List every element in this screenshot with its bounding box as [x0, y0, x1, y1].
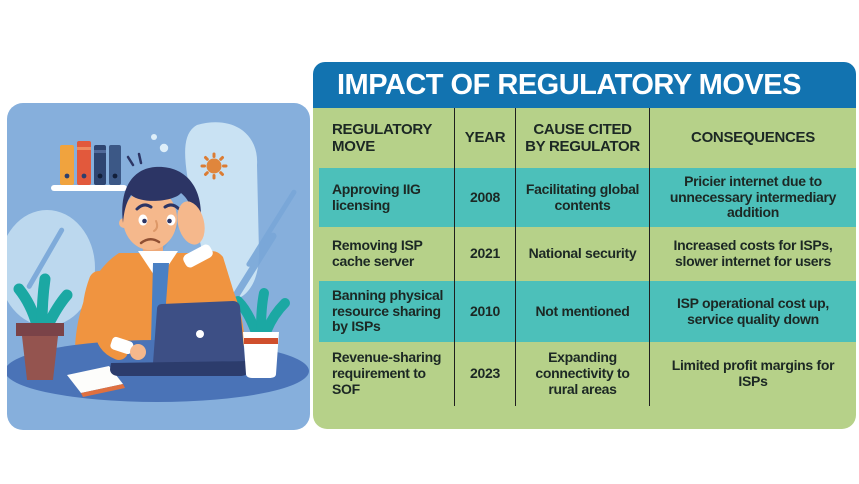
cell-move: Removing ISP cache server — [319, 227, 455, 281]
cell-year: 2010 — [455, 281, 516, 342]
table-title-banner: IMPACT OF REGULATORY MOVES — [313, 62, 856, 108]
cell-cause: Expanding connectivity to rural areas — [516, 342, 650, 406]
regulatory-table: REGULATORY MOVE YEAR CAUSE CITED BY REGU… — [313, 108, 856, 429]
man-forearm — [95, 320, 146, 360]
plant-pot-icon — [16, 323, 64, 380]
coffee-cup-icon — [243, 332, 279, 378]
cell-year: 2023 — [455, 342, 516, 406]
plant-right-leaves-icon — [233, 288, 290, 335]
cell-cause: Facilitating global contents — [516, 168, 650, 227]
cell-cause: National security — [516, 227, 650, 281]
cell-move: Approving IIG licensing — [319, 168, 455, 227]
stressed-man-illustration — [7, 122, 309, 402]
col-header-consequences: CONSEQUENCES — [691, 129, 815, 147]
page-title: IMPACT OF REGULATORY MOVES — [337, 68, 801, 101]
cell-consequence: Increased costs for ISPs, slower interne… — [673, 237, 833, 269]
cell-move: Banning physical resource sharing by ISP… — [319, 281, 455, 342]
cell-year: 2008 — [455, 168, 516, 227]
plant-left-leaves-icon — [13, 273, 73, 331]
sun-icon — [200, 152, 228, 180]
thought-bubbles-icon — [151, 134, 169, 153]
col-header-regulatory-move: REGULATORY MOVE — [319, 108, 455, 168]
shelf-binders-icon — [51, 141, 127, 191]
cell-consequence: Limited profit margins for ISPs — [671, 357, 835, 389]
cell-cause: Not mentioned — [516, 281, 650, 342]
table-panel: IMPACT OF REGULATORY MOVES REGULATORY MO… — [313, 62, 856, 429]
cell-move: Revenue-sharing requirement to SOF — [319, 342, 455, 406]
cell-consequence: Pricier internet due to unnecessary inte… — [650, 168, 856, 227]
col-header-cause: CAUSE CITED BY REGULATOR — [516, 108, 650, 168]
illustration-panel — [7, 103, 310, 430]
notebook-icon — [67, 366, 125, 397]
cell-consequence: ISP operational cost up, service quality… — [650, 281, 856, 342]
col-header-year: YEAR — [455, 108, 516, 168]
laptop-icon — [110, 301, 251, 376]
cell-year: 2021 — [455, 227, 516, 281]
